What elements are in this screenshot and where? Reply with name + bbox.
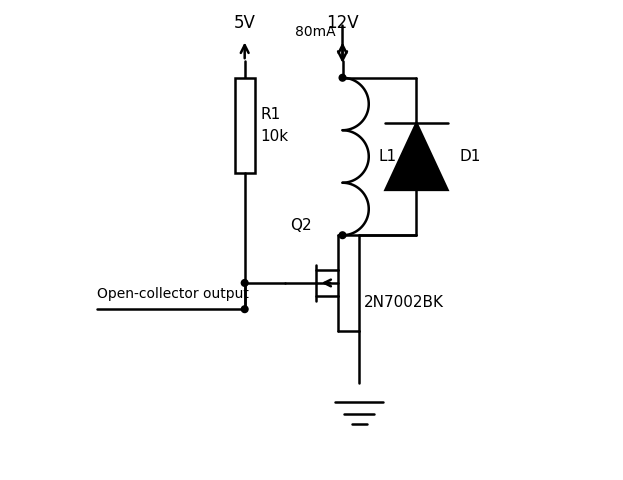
Text: 2N7002BK: 2N7002BK xyxy=(364,295,444,310)
Circle shape xyxy=(339,74,346,81)
Text: R1: R1 xyxy=(260,107,281,121)
Circle shape xyxy=(339,232,346,239)
Polygon shape xyxy=(386,123,447,190)
Circle shape xyxy=(241,280,248,286)
Text: D1: D1 xyxy=(459,149,481,164)
Text: Open-collector output: Open-collector output xyxy=(97,287,249,300)
Text: 80mA: 80mA xyxy=(295,25,335,39)
Text: Q2: Q2 xyxy=(290,218,312,233)
Circle shape xyxy=(241,306,248,312)
Text: 5V: 5V xyxy=(234,14,255,33)
Text: 10k: 10k xyxy=(260,130,288,144)
Bar xyxy=(235,78,255,173)
Text: 12V: 12V xyxy=(326,14,359,33)
Text: L1: L1 xyxy=(378,149,396,164)
